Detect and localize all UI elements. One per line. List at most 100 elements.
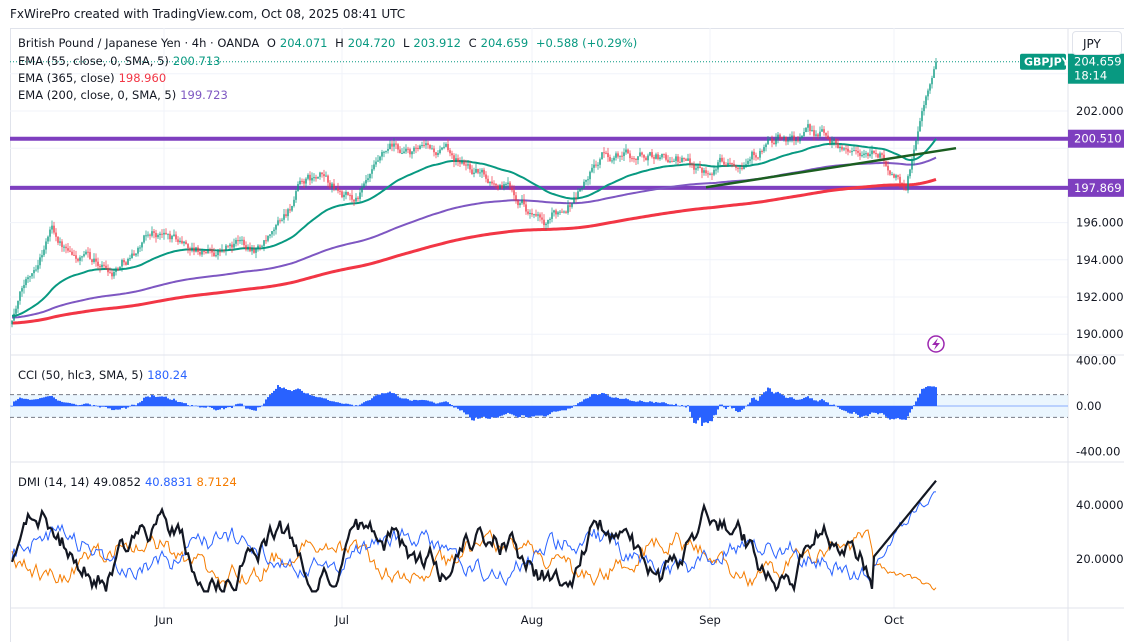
cci-bar — [15, 401, 17, 406]
candle-body — [503, 184, 504, 188]
cci-bar — [885, 406, 887, 417]
candle-body — [431, 148, 432, 149]
cci-bar — [609, 397, 611, 406]
candle-body — [11, 321, 12, 325]
cci-bar — [149, 397, 151, 406]
ema55-value: 200.713 — [173, 54, 221, 68]
candle-body — [265, 240, 266, 241]
candle-body — [643, 155, 644, 158]
candle-body — [435, 152, 436, 155]
cci-bar — [907, 406, 909, 416]
cci-bar — [901, 406, 903, 420]
cci-bar — [349, 404, 351, 406]
cci-bar — [99, 406, 101, 407]
candle-body — [343, 195, 344, 197]
cci-bar — [711, 406, 713, 421]
open-value: 204.071 — [280, 36, 328, 50]
cci-bar — [727, 406, 729, 407]
cci-bar — [343, 404, 345, 406]
ema365-legend[interactable]: EMA (365, close)198.960 — [18, 71, 170, 85]
cci-bar — [237, 404, 239, 406]
ema55-legend[interactable]: EMA (55, close, 0, SMA, 5)200.713 — [18, 54, 224, 68]
cci-bar — [693, 406, 695, 423]
cci-bar — [137, 403, 139, 406]
candle-body — [125, 262, 126, 265]
candle-body — [85, 252, 86, 254]
price-tick-label: 192.000 — [1076, 290, 1124, 304]
cci-bar — [85, 403, 87, 406]
cci-bar — [787, 398, 789, 406]
cci-bar — [219, 406, 221, 409]
candle-body — [285, 214, 286, 216]
cci-bar — [605, 394, 607, 406]
cci-bar — [521, 406, 523, 415]
cci-bar — [339, 403, 341, 406]
candle-body — [901, 183, 902, 184]
cci-bar — [209, 406, 211, 407]
cci-bar — [695, 406, 697, 424]
candle-body — [597, 165, 598, 166]
cci-bar — [643, 402, 645, 406]
currency-button[interactable]: JPY — [1072, 31, 1122, 55]
change-value: +0.588 (+0.29%) — [536, 36, 637, 50]
cci-bar — [323, 398, 325, 406]
candle-body — [63, 247, 64, 248]
candle-body — [147, 235, 148, 236]
candle-body — [507, 183, 508, 184]
cci-bar — [429, 401, 431, 406]
cci-bar — [87, 404, 89, 406]
cci-bar — [905, 406, 907, 420]
cci-bar — [807, 396, 809, 406]
cci-bar — [667, 404, 669, 406]
candle-body — [379, 157, 380, 161]
cci-bar — [317, 397, 319, 406]
candle-body — [705, 170, 706, 173]
cci-legend[interactable]: CCI (50, hlc3, SMA, 5)180.24 — [18, 368, 191, 382]
candle-body — [309, 175, 310, 181]
cci-bar — [119, 406, 121, 409]
candle-body — [713, 170, 714, 175]
price-tick-label: 196.000 — [1076, 216, 1124, 230]
candle-body — [739, 168, 740, 169]
candle-body — [177, 239, 178, 242]
candle-body — [319, 173, 320, 177]
candle-body — [193, 248, 194, 252]
candle-body — [101, 265, 102, 267]
cci-bar — [145, 397, 147, 406]
candle-body — [625, 150, 626, 153]
cci-bar — [733, 406, 735, 408]
cci-bar — [401, 398, 403, 406]
cci-bar — [633, 401, 635, 406]
candle-body — [581, 188, 582, 189]
candle-body — [203, 251, 204, 252]
candle-body — [291, 206, 292, 211]
candle-body — [915, 141, 916, 150]
cci-bar — [597, 395, 599, 406]
dmi-tick-label: 40.0000 — [1076, 498, 1124, 512]
price-tick-label: 190.000 — [1076, 327, 1124, 341]
cci-bar — [803, 398, 805, 406]
cci-bar — [719, 405, 721, 406]
candle-body — [515, 195, 516, 200]
close-label: C — [469, 36, 477, 50]
cci-bar — [191, 405, 193, 406]
candle-body — [935, 62, 936, 69]
cci-bar — [665, 403, 667, 406]
cci-bar — [403, 399, 405, 406]
cci-bar — [631, 401, 633, 406]
cci-bar — [739, 406, 741, 412]
candle-body — [387, 149, 388, 151]
candle-body — [165, 233, 166, 235]
candle-body — [411, 151, 412, 154]
symbol-tag-label: GBPJPY — [1024, 56, 1071, 69]
candle-body — [405, 149, 406, 152]
ema55-line — [12, 139, 936, 316]
ema200-legend[interactable]: EMA (200, close, 0, SMA, 5)199.723 — [18, 88, 232, 102]
cci-bar — [385, 393, 387, 406]
candle-body — [119, 266, 120, 270]
cci-bar — [89, 404, 91, 406]
candle-body — [329, 183, 330, 187]
candle-body — [719, 158, 720, 162]
cci-bar — [815, 400, 817, 406]
